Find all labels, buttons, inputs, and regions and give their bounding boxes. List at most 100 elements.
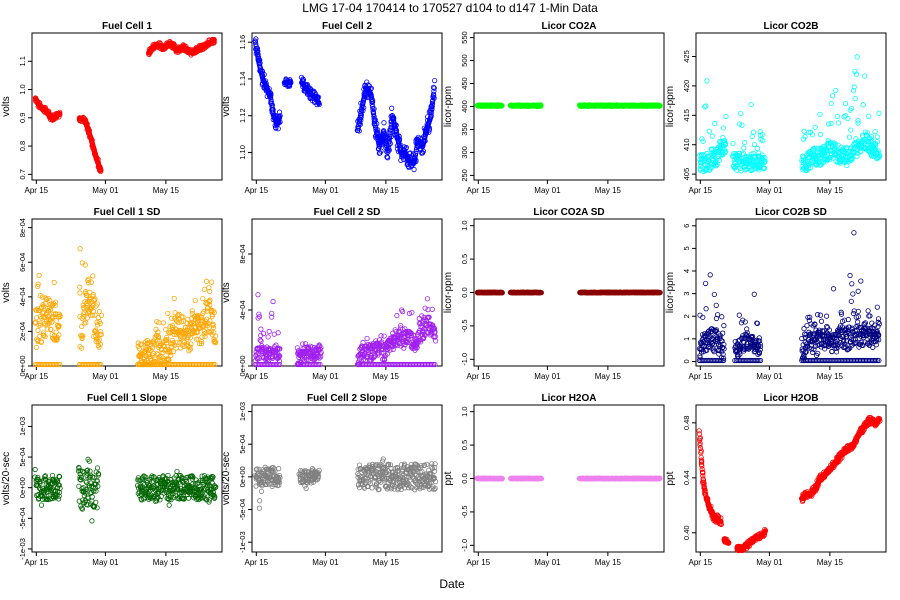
data-point [98,361,104,368]
y-tick-label: 550 [460,31,469,44]
data-point [96,361,102,368]
data-point [713,302,719,308]
data-point [146,346,153,352]
data-point [821,159,827,165]
data-point [874,134,880,140]
data-point [817,131,824,137]
data-point [195,336,201,342]
data-point [169,337,176,344]
data-point [201,309,207,315]
data-point [97,329,104,335]
data-point [54,361,60,368]
data-point [762,158,768,165]
data-point [275,126,281,132]
data-point [52,302,58,308]
data-point [188,341,194,347]
data-point [42,295,48,301]
data-point [802,134,808,140]
data-point [398,142,404,149]
data-point [177,345,184,351]
data-point [98,312,105,318]
data-point [431,85,437,91]
y-tick-label: 4 [682,269,691,273]
data-point [703,280,709,287]
data-point [713,162,719,168]
data-point [872,129,878,135]
data-point [92,312,98,318]
y-tick-label: 450 [460,77,469,90]
data-point [807,164,814,171]
data-point [45,313,51,320]
data-point [206,328,212,335]
y-tick-label: 1.16 [238,35,247,50]
data-point [364,79,370,85]
y-axis-label: volts [1,96,12,117]
data-point [806,129,812,135]
data-point [800,153,806,159]
data-point [361,104,367,111]
x-tick-label: May 01 [92,372,119,381]
data-point [255,54,262,60]
x-tick-label: May 15 [817,186,844,195]
x-tick-label: May 15 [373,186,400,195]
data-point [429,100,436,107]
data-point [209,279,215,285]
data-point [760,137,766,144]
data-point [260,330,267,337]
y-tick-label: 1.12 [238,108,247,123]
data-point [834,113,840,119]
x-tick-label: May 01 [756,186,783,195]
data-point [288,80,294,86]
y-tick-label: 415 [682,109,691,122]
data-point [274,361,280,368]
data-point [868,134,875,140]
data-point [426,127,433,133]
data-point [205,305,211,311]
data-point [876,152,883,158]
data-point [760,157,767,163]
data-point [760,154,766,161]
data-point [712,120,718,127]
x-tick-label: May 15 [373,372,400,381]
data-point [828,120,834,127]
data-point [96,344,102,350]
data-point [168,352,174,358]
y-tick-label: 500 [460,54,469,67]
data-point [855,118,861,124]
data-point [258,326,264,332]
data-point [41,332,47,339]
data-point [266,328,272,335]
data-point [269,310,275,316]
data-point [423,130,430,136]
data-point [426,125,432,131]
data-point [403,145,409,152]
panel-frame [695,32,887,181]
data-point [176,311,182,317]
data-point [84,315,90,321]
data-point [276,358,283,364]
data-point [52,299,59,305]
data-point [277,353,283,359]
y-tick-label: 0.0 [460,287,469,297]
data-point [212,361,218,368]
data-point [169,341,175,347]
data-point [185,316,191,322]
y-tick-label: 1.1 [18,56,27,66]
data-point [801,128,807,134]
panel-frame [31,218,223,367]
data-point [94,301,100,307]
data-point [38,339,44,345]
data-point [358,114,364,120]
data-point [499,102,505,109]
data-point [152,356,158,362]
y-tick-label: 405 [682,168,691,181]
data-point [51,301,57,307]
data-point [720,125,727,131]
panel-title: Fuel Cell 1 SD [94,207,161,218]
data-point [389,105,395,111]
data-point [740,150,747,157]
data-point [170,348,177,354]
data-point [277,113,283,119]
